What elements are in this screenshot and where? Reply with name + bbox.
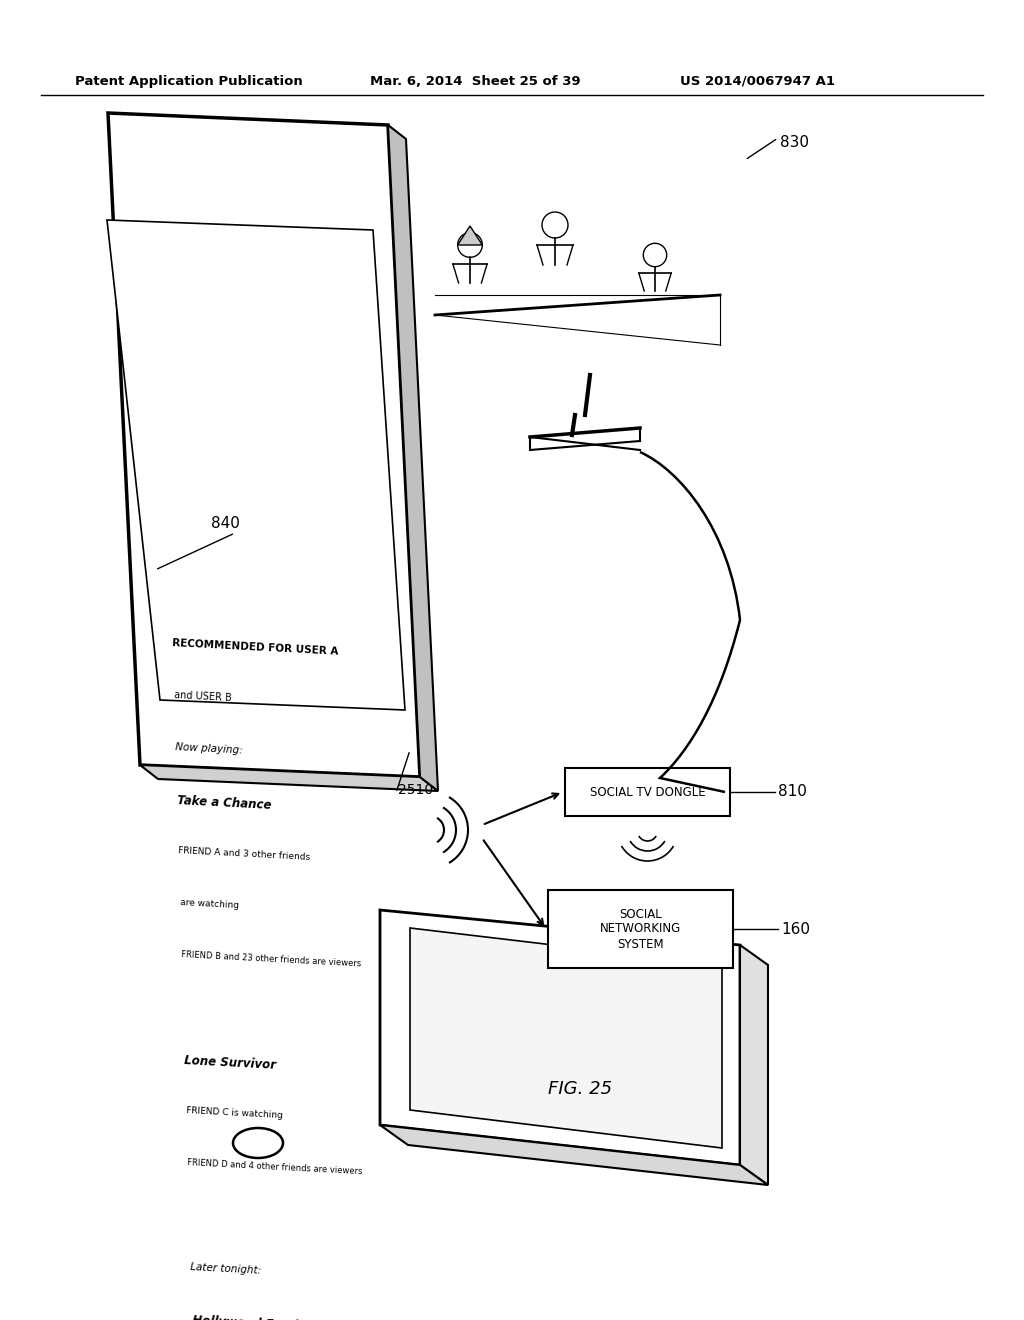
Text: FRIEND B and 23 other friends are viewers: FRIEND B and 23 other friends are viewer…: [181, 950, 361, 969]
Text: FRIEND D and 4 other friends are viewers: FRIEND D and 4 other friends are viewers: [187, 1158, 362, 1176]
Polygon shape: [458, 226, 482, 246]
Text: FRIEND C is watching: FRIEND C is watching: [185, 1106, 283, 1121]
Text: Hollywood Empire: Hollywood Empire: [191, 1313, 311, 1320]
Text: SOCIAL
NETWORKING
SYSTEM: SOCIAL NETWORKING SYSTEM: [600, 908, 681, 950]
Text: 2510: 2510: [398, 783, 433, 797]
Text: Lone Survivor: Lone Survivor: [184, 1053, 276, 1072]
Text: Take a Chance: Take a Chance: [176, 795, 271, 812]
Polygon shape: [108, 114, 420, 777]
Text: 810: 810: [778, 784, 807, 800]
Text: RECOMMENDED FOR USER A: RECOMMENDED FOR USER A: [172, 638, 339, 656]
Text: Later tonight:: Later tonight:: [190, 1262, 261, 1275]
Polygon shape: [410, 928, 722, 1148]
Text: Now playing:: Now playing:: [175, 742, 243, 755]
Text: SOCIAL TV DONGLE: SOCIAL TV DONGLE: [590, 785, 706, 799]
FancyBboxPatch shape: [565, 768, 730, 816]
Text: Patent Application Publication: Patent Application Publication: [75, 75, 303, 88]
Polygon shape: [740, 945, 768, 1185]
Text: are watching: are watching: [179, 898, 239, 909]
Text: Mar. 6, 2014  Sheet 25 of 39: Mar. 6, 2014 Sheet 25 of 39: [370, 75, 581, 88]
Polygon shape: [380, 909, 740, 1166]
Text: 840: 840: [211, 516, 240, 531]
Text: and USER B: and USER B: [173, 690, 231, 704]
FancyBboxPatch shape: [548, 890, 733, 968]
Text: FRIEND A and 3 other friends: FRIEND A and 3 other friends: [178, 846, 310, 862]
Text: 830: 830: [780, 135, 809, 150]
Polygon shape: [388, 125, 438, 791]
Text: 160: 160: [781, 921, 810, 936]
Polygon shape: [140, 766, 438, 791]
Polygon shape: [380, 1125, 768, 1185]
Polygon shape: [106, 220, 406, 710]
Text: US 2014/0067947 A1: US 2014/0067947 A1: [680, 75, 835, 88]
Text: FIG. 25: FIG. 25: [548, 1080, 612, 1098]
